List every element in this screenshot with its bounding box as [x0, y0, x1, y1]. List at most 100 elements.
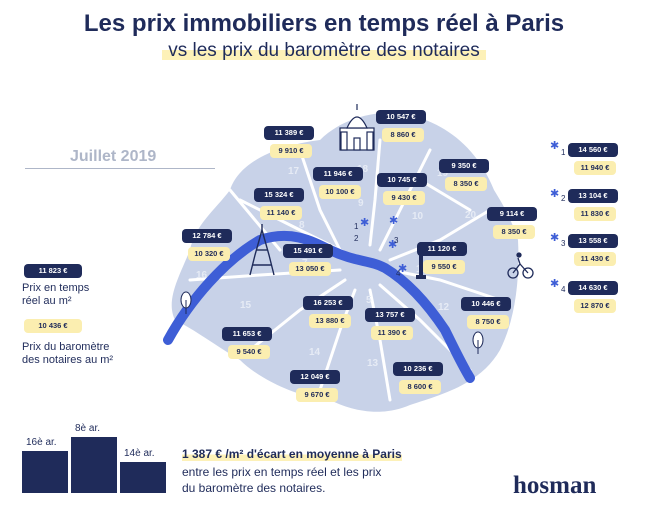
price-real-arr-14: 12 049 €: [290, 370, 340, 384]
star-markers: ✱ ✱ ✱ ✱ ✱ ✱ ✱ ✱: [360, 139, 559, 290]
legend-notary-pill: 10 436 €: [24, 319, 82, 333]
price-real-arr-7: 15 491 €: [283, 244, 333, 258]
star-number: 1: [561, 148, 566, 157]
price-notary-arr-6: 13 880 €: [309, 314, 351, 328]
star-icon: ✱: [550, 277, 559, 290]
legend-notary-label-line1: Prix du baromètre: [22, 341, 110, 353]
hosman-logo: hosman: [513, 472, 597, 499]
star-icon: ✱: [388, 238, 397, 251]
star-number: 2: [561, 194, 566, 203]
price-real-arr-5: 13 757 €: [365, 308, 415, 322]
legend-real-label-line1: Prix en temps: [22, 282, 90, 294]
seine-river: [163, 230, 475, 383]
body-line-2: du baromètre des notaires.: [182, 481, 326, 495]
date-label: Juillet 2019: [70, 148, 157, 165]
star-icon: ✱: [550, 139, 559, 152]
price-real-arr-19: 9 350 €: [439, 159, 489, 173]
legend-real-label: Prix en temps réel au m²: [22, 282, 89, 308]
price-notary-arr-9: 10 100 €: [319, 185, 361, 199]
price-real-arr-13: 10 236 €: [393, 362, 443, 376]
price-notary-arr-11: 9 550 €: [423, 260, 465, 274]
price-notary-arr-4: 12 870 €: [574, 299, 616, 313]
price-real-arr-3: 13 558 €: [568, 234, 618, 248]
star-icon: ✱: [550, 231, 559, 244]
page-subtitle: vs les prix du baromètre des notaires: [162, 40, 486, 62]
arr-number-5: 5: [366, 295, 372, 306]
price-notary-arr-5: 11 390 €: [371, 326, 413, 340]
price-notary-arr-20: 8 350 €: [493, 225, 535, 239]
arr-number-13: 13: [367, 358, 379, 369]
star-number: 2: [354, 234, 359, 243]
price-real-arr-12: 10 446 €: [461, 297, 511, 311]
star-number: 3: [561, 239, 566, 248]
price-real-arr-6: 16 253 €: [303, 296, 353, 310]
price-notary-arr-19: 8 350 €: [445, 177, 487, 191]
price-notary-arr-3: 11 430 €: [574, 252, 616, 266]
arr-number-16: 16: [196, 270, 208, 281]
star-number: 4: [561, 285, 566, 294]
star-icon: ✱: [389, 214, 398, 227]
price-real-arr-8: 15 324 €: [254, 188, 304, 202]
ranking-bar: [22, 451, 68, 493]
price-real-arr-17: 11 389 €: [264, 126, 314, 140]
price-notary-arr-12: 8 750 €: [467, 315, 509, 329]
arr-number-15: 15: [240, 300, 252, 311]
tree-icon: [472, 331, 484, 354]
price-notary-arr-13: 8 600 €: [399, 380, 441, 394]
price-notary-arr-18: 8 860 €: [382, 128, 424, 142]
price-notary-arr-7: 13 050 €: [289, 262, 331, 276]
price-real-arr-9: 11 946 €: [313, 167, 363, 181]
price-real-arr-2: 13 104 €: [568, 189, 618, 203]
star-numbers: 1 2 3 4 1 2 3 4: [354, 148, 566, 294]
price-real-arr-15: 11 653 €: [222, 327, 272, 341]
cyclist-icon: [507, 252, 534, 279]
legend-real-label-line2: réel au m²: [22, 295, 72, 307]
tree-icon: [180, 291, 192, 314]
ranking-bar-label: 16è ar.: [26, 437, 57, 448]
sacre-coeur-icon: [339, 104, 375, 151]
arr-number-17: 17: [288, 166, 300, 177]
arr-number-8: 8: [299, 220, 305, 231]
legend-notary-label: Prix du baromètre des notaires au m²: [22, 341, 113, 367]
ranking-bar-label: 14è ar.: [124, 448, 155, 459]
ranking-bar-label: 8è ar.: [75, 423, 101, 434]
price-notary-arr-14: 9 670 €: [296, 388, 338, 402]
price-real-arr-1: 14 560 €: [568, 143, 618, 157]
body-text: entre les prix en temps réel et les prix…: [182, 464, 381, 496]
price-notary-arr-15: 9 540 €: [228, 345, 270, 359]
ranking-bar: [120, 462, 166, 493]
star-number: 4: [396, 269, 401, 278]
price-notary-arr-1: 11 940 €: [574, 161, 616, 175]
page-title: Les prix immobiliers en temps réel à Par…: [83, 10, 565, 37]
star-number: 1: [354, 222, 359, 231]
price-real-arr-4: 14 630 €: [568, 281, 618, 295]
price-real-arr-11: 11 120 €: [417, 242, 467, 256]
subtitle-wrap: vs les prix du baromètre des notaires: [0, 40, 648, 62]
arr-number-14: 14: [309, 347, 321, 358]
price-notary-arr-10: 9 430 €: [383, 191, 425, 205]
arr-number-20: 20: [465, 210, 477, 221]
eiffel-tower-icon: [249, 224, 275, 276]
arr-number-19: 19: [437, 168, 449, 179]
price-real-arr-16: 12 784 €: [182, 229, 232, 243]
arr-number-10: 10: [412, 211, 424, 222]
arr-number-9: 9: [358, 198, 364, 209]
arr-number-12: 12: [438, 302, 450, 313]
price-notary-arr-17: 9 910 €: [270, 144, 312, 158]
date-divider: [25, 168, 215, 169]
body-line-1: entre les prix en temps réel et les prix: [182, 465, 382, 479]
star-icon: ✱: [360, 216, 369, 229]
price-notary-arr-8: 11 140 €: [260, 206, 302, 220]
legend-notary-label-line2: des notaires au m²: [22, 354, 114, 366]
legend-real-pill: 11 823 €: [24, 264, 82, 278]
price-real-arr-20: 9 114 €: [487, 207, 537, 221]
star-number: 3: [394, 236, 399, 245]
price-notary-arr-16: 10 320 €: [188, 247, 230, 261]
price-real-arr-18: 10 547 €: [376, 110, 426, 124]
price-notary-arr-2: 11 830 €: [574, 207, 616, 221]
star-icon: ✱: [550, 187, 559, 200]
price-real-arr-10: 10 745 €: [377, 173, 427, 187]
headline: 1 387 € /m² d'écart en moyenne à Paris: [182, 447, 402, 461]
ranking-bar: [71, 437, 117, 493]
star-icon: ✱: [398, 262, 407, 275]
